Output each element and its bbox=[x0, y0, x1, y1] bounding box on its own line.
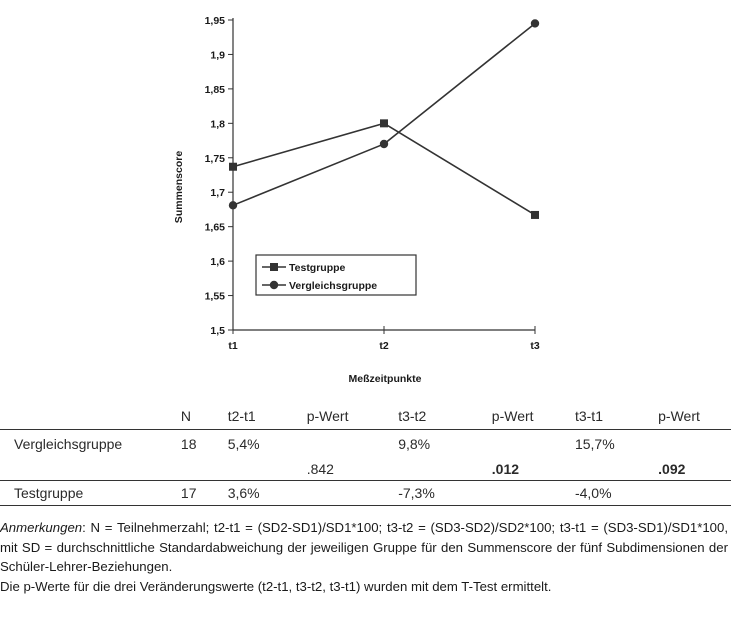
table-cell: 3,6% bbox=[227, 480, 307, 506]
table-cell: 18 bbox=[180, 436, 197, 452]
table-cell: 15,7% bbox=[574, 436, 615, 452]
table-header-cell: N bbox=[180, 403, 228, 430]
table-cell bbox=[575, 458, 658, 481]
y-tick-label: 1,7 bbox=[210, 187, 225, 199]
table-cell: Testgruppe bbox=[0, 480, 181, 506]
table-cell bbox=[491, 480, 575, 506]
legend-marker-circle bbox=[269, 280, 279, 290]
table-cell bbox=[658, 480, 731, 506]
x-axis-title: Meßzeitpunkte bbox=[349, 373, 422, 385]
table-cell bbox=[398, 458, 492, 481]
notes-text: : N = Teilnehmerzahl; t2-t1 = (SD2-SD1)/… bbox=[0, 520, 728, 574]
notes-label: Anmerkungen bbox=[0, 520, 83, 535]
data-point-square bbox=[380, 119, 388, 128]
table-cell: -4,0% bbox=[574, 480, 659, 506]
y-tick-label: 1,75 bbox=[205, 153, 226, 165]
x-tick-label: t3 bbox=[530, 340, 539, 352]
table-cell bbox=[307, 430, 399, 459]
y-tick-label: 1,6 bbox=[210, 256, 225, 268]
table-header-row: N t2-t1 p-Wert t3-t2 p-Wert t3-t1 p-Wert bbox=[0, 403, 731, 430]
table-cell: .012 bbox=[491, 461, 520, 477]
table-cell: .092 bbox=[658, 461, 686, 477]
y-tick-label: 1,5 bbox=[210, 325, 225, 337]
data-point-circle bbox=[379, 139, 389, 149]
x-tick-label: t1 bbox=[228, 340, 237, 352]
chart-svg: 1,5 1,55 1,6 1,65 1,7 1,75 1,8 1,85 1,9 1,95 t1 t2 t… bbox=[173, 15, 540, 385]
data-point-square bbox=[531, 210, 539, 219]
legend-marker-square bbox=[270, 263, 278, 271]
table-cell bbox=[0, 458, 181, 481]
series-line bbox=[232, 22, 536, 207]
table-cell: 9,8% bbox=[398, 436, 431, 452]
table-header-cell: t2-t1 bbox=[227, 403, 307, 430]
data-point-circle bbox=[530, 19, 540, 28]
table-header-cell: t3-t1 bbox=[574, 403, 659, 430]
table-header-cell: p-Wert bbox=[306, 403, 399, 430]
data-point-circle bbox=[228, 201, 238, 210]
table-row: Vergleichsgruppe 18 5,4% 9,8% 15,7% bbox=[0, 430, 731, 459]
notes-paragraph: Anmerkungen: N = Teilnehmerzahl; t2-t1 =… bbox=[0, 518, 728, 577]
table-cell: .842 bbox=[306, 461, 334, 477]
series-line bbox=[232, 122, 536, 216]
table-cell: Vergleichsgruppe bbox=[14, 436, 123, 452]
table-row: .842 .012 .092 bbox=[0, 458, 731, 481]
table-header-cell bbox=[0, 403, 181, 430]
y-tick-label: 1,9 bbox=[210, 49, 225, 61]
table-cell bbox=[658, 430, 731, 459]
table-cell: -7,3% bbox=[398, 480, 492, 506]
line-chart: 1,5 1,55 1,6 1,65 1,7 1,75 1,8 1,85 1,9 1,95 t1 t2 t… bbox=[173, 15, 540, 385]
table-cell: 17 bbox=[180, 480, 228, 506]
table-cell bbox=[181, 458, 228, 481]
y-tick-label: 1,95 bbox=[205, 15, 226, 27]
y-tick-label: 1,55 bbox=[205, 291, 226, 303]
table-row: Testgruppe 17 3,6% -7,3% -4,0% bbox=[0, 480, 731, 506]
table-header-cell: p-Wert bbox=[658, 403, 731, 430]
table-cell: 5,4% bbox=[227, 436, 260, 452]
results-table: N t2-t1 p-Wert t3-t2 p-Wert t3-t1 p-Wert… bbox=[0, 403, 731, 506]
table-cell bbox=[306, 480, 399, 506]
legend-box bbox=[255, 254, 417, 296]
legend-label: Vergleichsgruppe bbox=[289, 280, 377, 292]
y-tick-label: 1,65 bbox=[205, 222, 226, 234]
table-cell bbox=[492, 430, 575, 459]
y-axis-title: Summenscore bbox=[173, 151, 185, 224]
table-cell bbox=[228, 458, 307, 481]
y-tick-label: 1,8 bbox=[210, 118, 225, 130]
x-tick-label: t2 bbox=[379, 340, 388, 352]
table-header-cell: p-Wert bbox=[491, 403, 575, 430]
legend-label: Testgruppe bbox=[289, 262, 346, 274]
data-point-square bbox=[229, 162, 237, 171]
table-header-cell: t3-t2 bbox=[398, 403, 492, 430]
notes-line2: Die p-Werte für die drei Veränderungswer… bbox=[0, 578, 552, 594]
table-notes: Anmerkungen: N = Teilnehmerzahl; t2-t1 =… bbox=[0, 518, 728, 596]
y-tick-label: 1,85 bbox=[205, 84, 226, 96]
